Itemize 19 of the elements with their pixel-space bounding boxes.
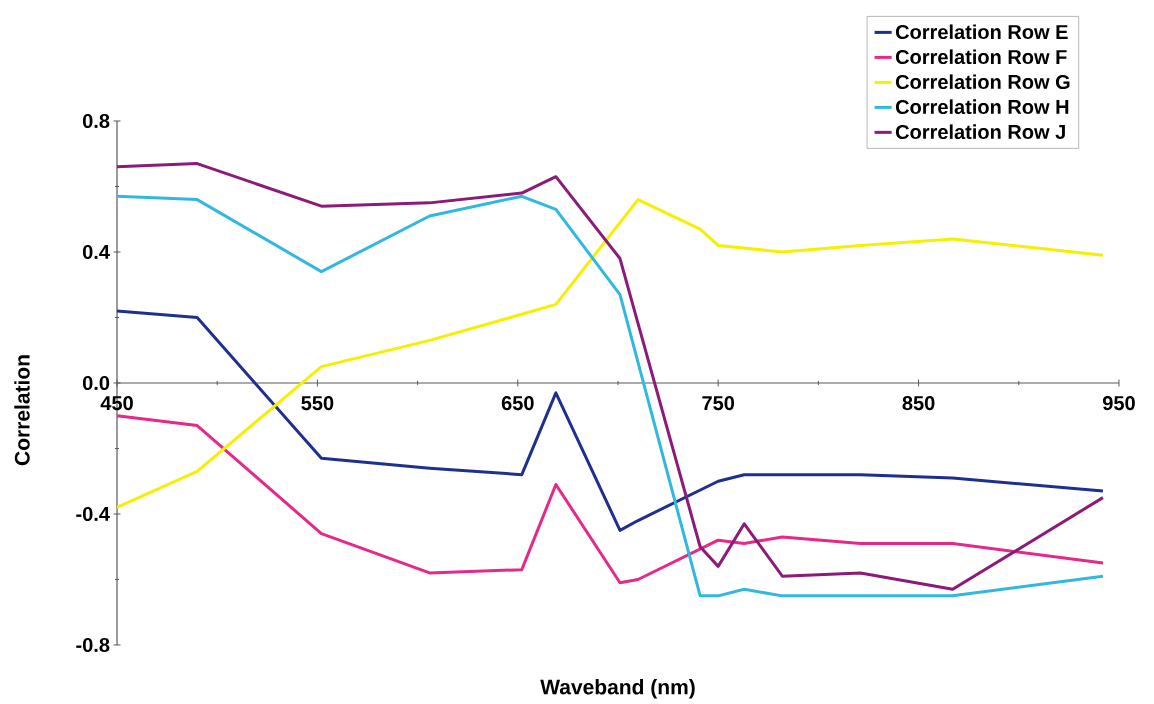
x-tick-label: 550 (301, 396, 334, 411)
legend-label: Correlation Row G (895, 74, 1070, 90)
y-axis-title: Correlation (14, 355, 30, 466)
y-tick-label: 0.0 (82, 375, 110, 391)
x-axis-title: Waveband (nm) (540, 679, 695, 699)
legend-label: Correlation Row H (895, 99, 1069, 115)
legend-label: Correlation Row F (895, 49, 1067, 65)
x-tick-label: 950 (1102, 396, 1135, 411)
y-tick-label: 0.8 (82, 113, 110, 129)
x-tick-label: 650 (501, 396, 534, 411)
y-tick-label: 0.4 (82, 244, 110, 260)
legend-label: Correlation Row E (895, 24, 1068, 40)
legend-label: Correlation Row J (895, 124, 1065, 140)
x-tick-label: 750 (702, 396, 735, 411)
x-tick-label: 450 (100, 396, 133, 411)
x-tick-label: 850 (902, 396, 935, 411)
line-series (115, 414, 1105, 585)
y-tick-label: -0.8 (76, 637, 110, 653)
y-tick-label: -0.4 (76, 506, 110, 522)
